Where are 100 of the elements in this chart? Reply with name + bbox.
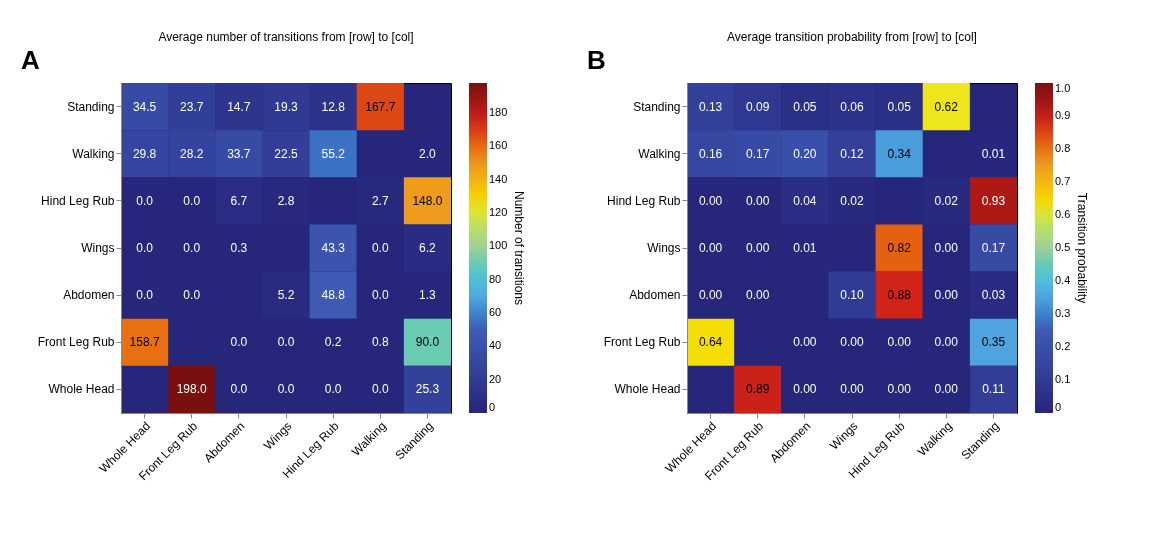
color-bar-label: 40 [489, 339, 502, 352]
data-label: 0.17 [981, 241, 1006, 255]
color-bar-label: 0 [489, 401, 496, 413]
y-tick-label: Standing [67, 99, 115, 114]
color-bar-label: 80 [489, 272, 502, 285]
color-bar-label: 100 [489, 239, 508, 252]
color-bar-label: 0.5 [1055, 241, 1071, 253]
color-bar-label: 1.0 [1055, 82, 1071, 94]
data-label: 25.3 [415, 382, 440, 397]
color-bar-label: 160 [489, 139, 508, 152]
data-label: 0.82 [887, 241, 912, 255]
data-label: 0.0 [136, 288, 154, 303]
color-bar-title: Transition probability [1075, 192, 1089, 304]
color-bar-title: Number of transitions [512, 190, 526, 306]
data-label: 0.00 [934, 288, 959, 303]
y-tick-label: Standing [633, 99, 681, 114]
data-label: 0.0 [183, 193, 201, 208]
data-label: 23.7 [180, 99, 204, 114]
y-tick-label: Front Leg Rub [603, 335, 681, 350]
data-label: 0.00 [698, 193, 723, 208]
color-bar-label: 0.1 [1055, 373, 1071, 385]
data-label: 0.8 [371, 335, 389, 350]
color-bar-label: 0.7 [1055, 175, 1071, 187]
y-tick-label: Wings [81, 241, 115, 255]
y-tick-label: Walking [638, 146, 681, 161]
data-label: 0.0 [230, 335, 248, 350]
y-tick-label: Hind Leg Rub [607, 193, 681, 208]
text: A [21, 45, 40, 75]
chart-title: Average number of transitions from [row] to [col] [158, 30, 414, 44]
data-label: 0.0 [136, 193, 154, 208]
data-label: 0.16 [698, 146, 723, 161]
data-label: 0.0 [277, 382, 295, 397]
data-label: 1.3 [419, 288, 437, 303]
data-label: 0.10 [840, 288, 864, 303]
data-label: 0.00 [887, 382, 912, 397]
color-bar-label: 0.6 [1055, 208, 1071, 220]
color-bar-label: 0.8 [1055, 142, 1071, 154]
data-label: 19.3 [274, 99, 298, 114]
data-label: 43.3 [321, 241, 346, 255]
data-label: 0.00 [793, 335, 817, 350]
data-label: 0.0 [277, 335, 295, 350]
color-bar-label: 0.9 [1055, 109, 1071, 121]
data-label: 0.02 [840, 193, 864, 208]
data-label: 0.0 [183, 241, 201, 255]
data-label: 5.2 [277, 288, 295, 303]
data-label: 2.8 [277, 193, 295, 208]
data-label: 0.00 [840, 335, 864, 350]
data-label: 0.00 [840, 382, 864, 397]
data-label: 2.7 [371, 193, 389, 208]
data-label: 0.06 [840, 99, 864, 114]
data-label: 0.04 [793, 193, 817, 208]
data-label: 0.0 [371, 288, 389, 303]
data-label: 0.09 [746, 99, 770, 114]
y-tick-label: Whole Head [614, 382, 681, 397]
data-label: 0.0 [230, 382, 248, 397]
y-tick-label: Hind Leg Rub [41, 193, 115, 208]
data-label: 0.01 [793, 241, 817, 255]
data-label: 0.93 [981, 193, 1006, 208]
data-label: 14.7 [227, 99, 251, 114]
data-label: 0.13 [698, 99, 723, 114]
y-tick-label: Front Leg Rub [37, 335, 115, 350]
data-label: 0.64 [698, 335, 723, 350]
y-tick-label: Abdomen [629, 288, 681, 303]
data-label: 0.0 [371, 382, 389, 397]
data-label: 0.02 [934, 193, 959, 208]
data-label: 0.12 [840, 146, 864, 161]
data-label: 0.0 [324, 382, 342, 397]
data-label: 29.8 [132, 146, 157, 161]
data-label: 0.00 [746, 193, 770, 208]
data-label: 6.2 [419, 241, 437, 255]
data-label: 0.05 [887, 99, 912, 114]
data-label: 0.3 [230, 241, 248, 255]
y-tick-label: Walking [72, 146, 115, 161]
data-label: 6.7 [230, 193, 248, 208]
color-bar-label: 0 [1055, 401, 1062, 413]
data-label: 0.00 [698, 241, 723, 255]
data-label: 28.2 [180, 146, 204, 161]
data-label: 0.00 [887, 335, 912, 350]
data-label: 167.7 [365, 99, 396, 114]
data-label: 55.2 [321, 146, 346, 161]
color-bar-label: 0.3 [1055, 307, 1071, 319]
data-label: 0.00 [934, 382, 959, 397]
data-label: 0.03 [981, 288, 1006, 303]
data-label: 0.00 [698, 288, 723, 303]
data-label: 0.17 [746, 146, 770, 161]
data-label: 0.89 [746, 382, 770, 397]
color-bar-label: 0.4 [1055, 274, 1071, 286]
data-label: 0.0 [371, 241, 389, 255]
data-label: 2.0 [419, 146, 437, 161]
data-label: 198.0 [176, 382, 208, 397]
data-label: 0.00 [934, 335, 959, 350]
text: B [587, 45, 606, 75]
data-label: 0.34 [887, 146, 912, 161]
data-label: 12.8 [321, 99, 346, 114]
color-bar-label: 20 [489, 372, 502, 385]
data-label: 33.7 [227, 146, 251, 161]
color-bar-label: 0.2 [1055, 340, 1071, 352]
data-label: 34.5 [132, 99, 157, 114]
data-label: 0.35 [981, 335, 1006, 350]
data-label: 0.01 [981, 146, 1006, 161]
